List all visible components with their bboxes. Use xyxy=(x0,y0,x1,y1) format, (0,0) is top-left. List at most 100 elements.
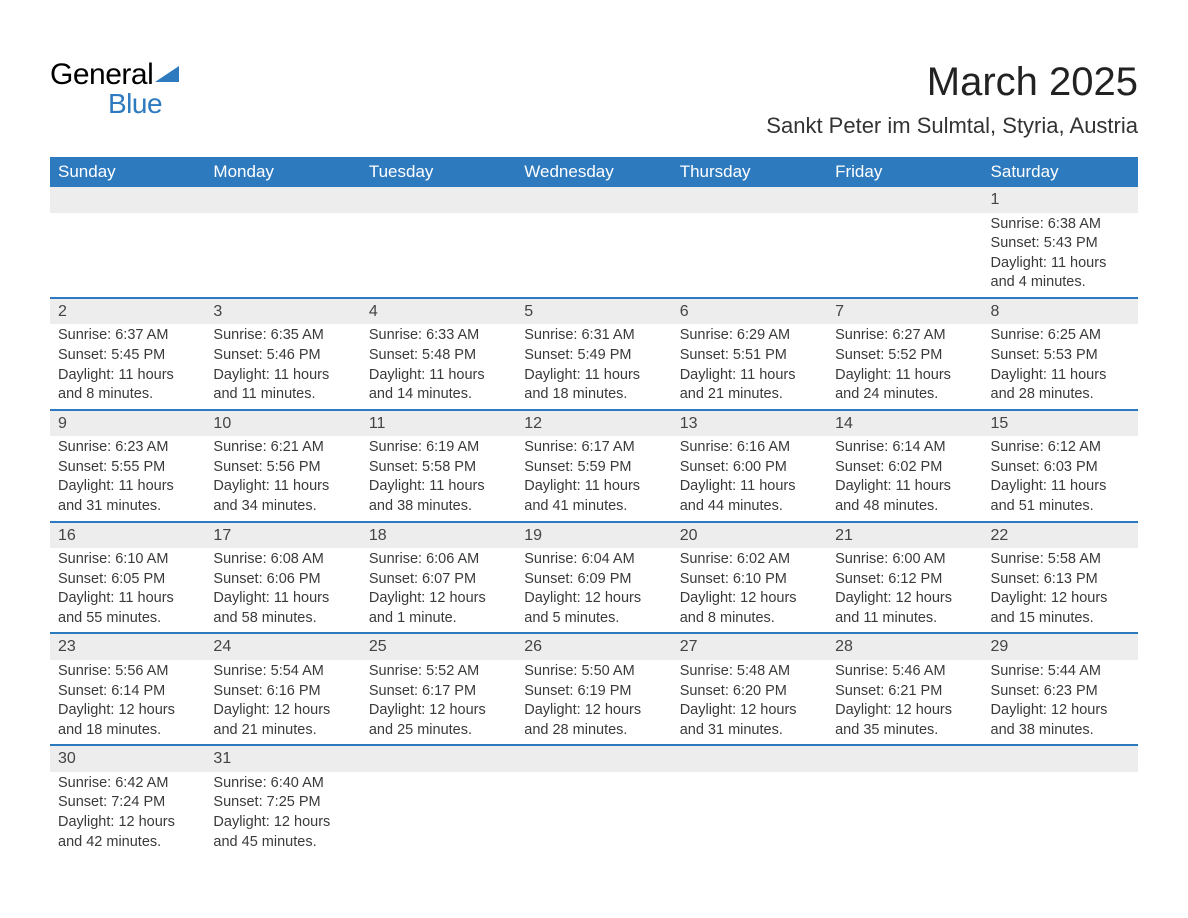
daylight-text: Daylight: 11 hours xyxy=(213,477,352,497)
weekday-header: Tuesday xyxy=(361,157,516,187)
sunset-text: Sunset: 6:14 PM xyxy=(58,682,197,702)
day-number-cell: 3 xyxy=(205,298,360,325)
sunset-text: Sunset: 6:19 PM xyxy=(524,682,663,702)
sunset-text: Sunset: 5:56 PM xyxy=(213,458,352,478)
day-info-cell: Sunrise: 5:58 AMSunset: 6:13 PMDaylight:… xyxy=(983,548,1138,633)
day-number-cell: 18 xyxy=(361,522,516,549)
day-info-cell: Sunrise: 6:12 AMSunset: 6:03 PMDaylight:… xyxy=(983,436,1138,521)
sunset-text: Sunset: 6:05 PM xyxy=(58,570,197,590)
day-info-cell: Sunrise: 6:10 AMSunset: 6:05 PMDaylight:… xyxy=(50,548,205,633)
daylight-text: and 48 minutes. xyxy=(835,497,974,517)
daylight-text: Daylight: 11 hours xyxy=(58,366,197,386)
daylight-text: and 4 minutes. xyxy=(991,273,1130,293)
daylight-text: Daylight: 11 hours xyxy=(991,477,1130,497)
daylight-text: Daylight: 12 hours xyxy=(524,589,663,609)
page: General Blue March 2025 Sankt Peter im S… xyxy=(0,0,1188,896)
day-number-row: 3031 xyxy=(50,745,1138,772)
day-number-cell: 24 xyxy=(205,633,360,660)
day-info-cell xyxy=(672,772,827,856)
sunrise-text: Sunrise: 6:12 AM xyxy=(991,438,1130,458)
day-info-row: Sunrise: 6:37 AMSunset: 5:45 PMDaylight:… xyxy=(50,324,1138,409)
daylight-text: Daylight: 11 hours xyxy=(680,477,819,497)
daylight-text: and 8 minutes. xyxy=(680,609,819,629)
daylight-text: and 15 minutes. xyxy=(991,609,1130,629)
sunset-text: Sunset: 5:49 PM xyxy=(524,346,663,366)
sunrise-text: Sunrise: 5:54 AM xyxy=(213,662,352,682)
day-number-cell: 23 xyxy=(50,633,205,660)
daylight-text: Daylight: 11 hours xyxy=(835,477,974,497)
sunset-text: Sunset: 6:09 PM xyxy=(524,570,663,590)
sunset-text: Sunset: 5:45 PM xyxy=(58,346,197,366)
day-number-row: 1 xyxy=(50,187,1138,213)
day-number-cell xyxy=(516,187,671,213)
day-number-cell: 14 xyxy=(827,410,982,437)
daylight-text: and 28 minutes. xyxy=(991,385,1130,405)
sunrise-text: Sunrise: 6:00 AM xyxy=(835,550,974,570)
sunrise-text: Sunrise: 6:10 AM xyxy=(58,550,197,570)
sunrise-text: Sunrise: 5:50 AM xyxy=(524,662,663,682)
sunset-text: Sunset: 5:51 PM xyxy=(680,346,819,366)
sunset-text: Sunset: 5:46 PM xyxy=(213,346,352,366)
day-info-cell: Sunrise: 6:06 AMSunset: 6:07 PMDaylight:… xyxy=(361,548,516,633)
day-info-cell xyxy=(205,213,360,298)
day-info-cell: Sunrise: 6:08 AMSunset: 6:06 PMDaylight:… xyxy=(205,548,360,633)
day-info-cell: Sunrise: 5:54 AMSunset: 6:16 PMDaylight:… xyxy=(205,660,360,745)
day-number-cell: 31 xyxy=(205,745,360,772)
logo-text-blue: Blue xyxy=(108,90,179,118)
day-number-cell: 15 xyxy=(983,410,1138,437)
daylight-text: Daylight: 12 hours xyxy=(835,701,974,721)
day-info-cell: Sunrise: 6:37 AMSunset: 5:45 PMDaylight:… xyxy=(50,324,205,409)
sunset-text: Sunset: 6:21 PM xyxy=(835,682,974,702)
day-info-cell: Sunrise: 6:35 AMSunset: 5:46 PMDaylight:… xyxy=(205,324,360,409)
daylight-text: Daylight: 11 hours xyxy=(213,366,352,386)
sunset-text: Sunset: 6:16 PM xyxy=(213,682,352,702)
day-info-cell: Sunrise: 6:17 AMSunset: 5:59 PMDaylight:… xyxy=(516,436,671,521)
sunset-text: Sunset: 5:53 PM xyxy=(991,346,1130,366)
weekday-header: Monday xyxy=(205,157,360,187)
day-info-cell xyxy=(516,213,671,298)
day-info-cell xyxy=(361,213,516,298)
sunset-text: Sunset: 5:55 PM xyxy=(58,458,197,478)
sunrise-text: Sunrise: 5:44 AM xyxy=(991,662,1130,682)
logo-text-general: General xyxy=(50,60,153,90)
day-number-cell: 2 xyxy=(50,298,205,325)
daylight-text: and 41 minutes. xyxy=(524,497,663,517)
day-info-cell: Sunrise: 6:00 AMSunset: 6:12 PMDaylight:… xyxy=(827,548,982,633)
daylight-text: and 31 minutes. xyxy=(680,721,819,741)
sunrise-text: Sunrise: 6:04 AM xyxy=(524,550,663,570)
day-info-cell xyxy=(361,772,516,856)
daylight-text: and 58 minutes. xyxy=(213,609,352,629)
sunrise-text: Sunrise: 6:21 AM xyxy=(213,438,352,458)
sunset-text: Sunset: 6:02 PM xyxy=(835,458,974,478)
sunrise-text: Sunrise: 6:19 AM xyxy=(369,438,508,458)
day-number-cell: 7 xyxy=(827,298,982,325)
day-info-row: Sunrise: 5:56 AMSunset: 6:14 PMDaylight:… xyxy=(50,660,1138,745)
daylight-text: and 21 minutes. xyxy=(213,721,352,741)
sunset-text: Sunset: 5:43 PM xyxy=(991,234,1130,254)
sunrise-text: Sunrise: 6:06 AM xyxy=(369,550,508,570)
sunset-text: Sunset: 7:25 PM xyxy=(213,793,352,813)
day-number-cell: 6 xyxy=(672,298,827,325)
day-number-cell: 5 xyxy=(516,298,671,325)
page-title: March 2025 xyxy=(766,60,1138,105)
daylight-text: Daylight: 12 hours xyxy=(991,589,1130,609)
day-number-cell: 9 xyxy=(50,410,205,437)
daylight-text: and 28 minutes. xyxy=(524,721,663,741)
daylight-text: Daylight: 12 hours xyxy=(369,589,508,609)
daylight-text: Daylight: 11 hours xyxy=(58,477,197,497)
daylight-text: and 31 minutes. xyxy=(58,497,197,517)
sunset-text: Sunset: 6:10 PM xyxy=(680,570,819,590)
weekday-header: Sunday xyxy=(50,157,205,187)
daylight-text: Daylight: 12 hours xyxy=(680,701,819,721)
weekday-header: Saturday xyxy=(983,157,1138,187)
day-info-cell: Sunrise: 5:46 AMSunset: 6:21 PMDaylight:… xyxy=(827,660,982,745)
sunrise-text: Sunrise: 6:31 AM xyxy=(524,326,663,346)
day-number-cell xyxy=(827,745,982,772)
sunset-text: Sunset: 6:20 PM xyxy=(680,682,819,702)
daylight-text: and 55 minutes. xyxy=(58,609,197,629)
day-info-cell: Sunrise: 6:29 AMSunset: 5:51 PMDaylight:… xyxy=(672,324,827,409)
day-number-cell xyxy=(827,187,982,213)
sunrise-text: Sunrise: 6:23 AM xyxy=(58,438,197,458)
daylight-text: Daylight: 12 hours xyxy=(369,701,508,721)
day-info-row: Sunrise: 6:42 AMSunset: 7:24 PMDaylight:… xyxy=(50,772,1138,856)
